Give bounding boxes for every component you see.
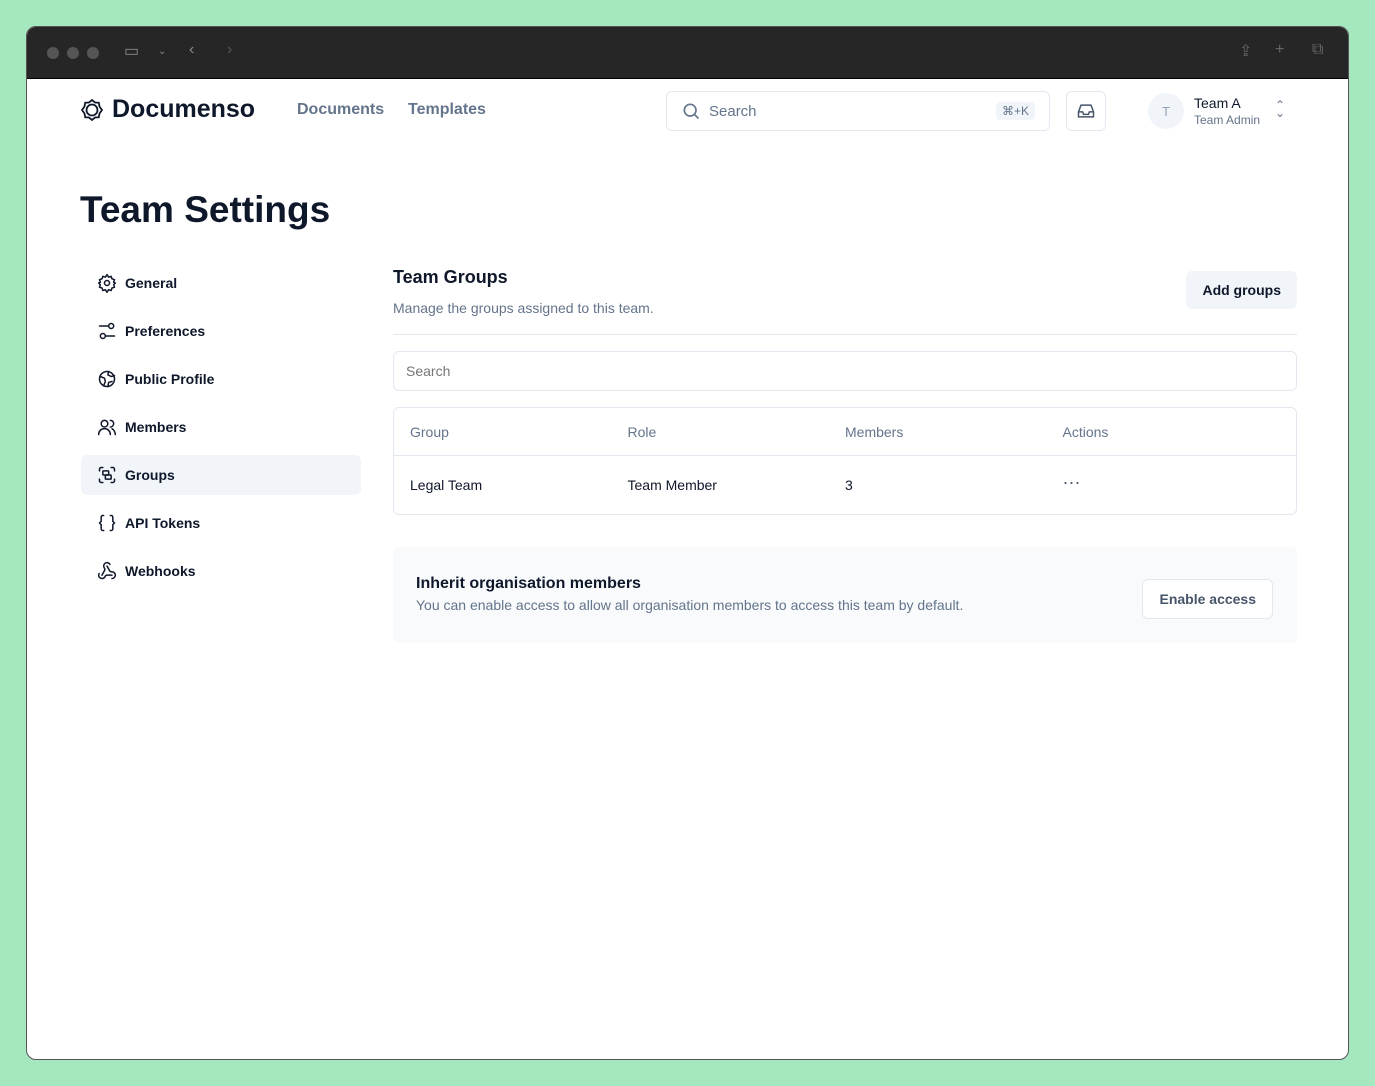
search-icon <box>683 103 700 120</box>
new-tab-icon[interactable]: + <box>1275 41 1285 58</box>
group-role: Team Member <box>627 477 717 493</box>
groups-table: Group Role Members Actions Legal Team Te… <box>393 407 1297 515</box>
sidebar-item-label: Groups <box>125 467 175 483</box>
inherit-title: Inherit organisation members <box>416 575 641 592</box>
sidebar-item-label: General <box>125 275 178 291</box>
column-actions: Actions <box>1062 423 1109 440</box>
minimize-window-button[interactable] <box>67 47 79 59</box>
group-name: Legal Team <box>410 477 483 493</box>
nav-documents[interactable]: Documents <box>297 101 385 118</box>
section-description: Manage the groups assigned to this team. <box>393 300 654 316</box>
sidebar-item-label: Preferences <box>125 323 206 339</box>
group-icon <box>98 466 116 484</box>
webhook-icon <box>97 561 116 580</box>
maximize-window-button[interactable] <box>87 47 99 59</box>
sliders-icon <box>98 322 116 340</box>
page-title: Team Settings <box>80 189 331 230</box>
back-icon[interactable]: ‹ <box>189 41 195 58</box>
globe-icon <box>98 370 116 388</box>
search-label: Search <box>709 102 757 120</box>
column-members: Members <box>845 423 904 440</box>
inbox-button[interactable] <box>1066 91 1106 131</box>
users-icon <box>97 419 117 436</box>
logo-icon <box>80 98 104 121</box>
table-header: Group Role Members Actions <box>394 408 1296 456</box>
inbox-icon <box>1077 104 1095 118</box>
app-header: Documenso Documents Templates Search ⌘+K… <box>27 79 1348 143</box>
team-name: Team A <box>1194 95 1241 111</box>
inherit-description: You can enable access to allow all organ… <box>416 597 964 613</box>
sidebar-item-preferences[interactable]: Preferences <box>81 311 361 351</box>
gear-icon <box>97 273 117 293</box>
chevron-down-icon[interactable]: ⌄ <box>158 46 167 57</box>
browser-titlebar: ▭ ⌄ ‹ › ⇪ + ⧉ <box>27 27 1348 79</box>
enable-access-button[interactable]: Enable access <box>1142 579 1273 619</box>
sidebar-item-general[interactable]: General <box>81 263 361 303</box>
sidebar-item-public-profile[interactable]: Public Profile <box>81 359 361 399</box>
sidebar-item-groups[interactable]: Groups <box>81 455 361 495</box>
sidebar-item-label: API Tokens <box>125 515 201 531</box>
settings-sidebar: General Preferences Public Profile Members G… <box>81 263 361 599</box>
team-role: Team Admin <box>1194 113 1261 127</box>
browser-window: ▭ ⌄ ‹ › ⇪ + ⧉ Documenso Documents Templa… <box>26 26 1349 1060</box>
brand-name: Documenso <box>112 95 256 123</box>
column-role: Role <box>627 423 657 440</box>
share-icon[interactable]: ⇪ <box>1239 43 1253 60</box>
add-groups-button[interactable]: Add groups <box>1186 271 1297 309</box>
nav-templates[interactable]: Templates <box>408 101 486 118</box>
close-window-button[interactable] <box>47 47 59 59</box>
sidebar-item-label: Webhooks <box>125 563 196 579</box>
group-members: 3 <box>845 477 853 493</box>
sidebar-item-label: Members <box>125 419 187 435</box>
chevrons-up-down-icon[interactable]: ⌃ ⌄ <box>1275 98 1286 120</box>
team-switcher[interactable]: Team A Team Admin <box>1194 95 1260 127</box>
sidebar-item-label: Public Profile <box>125 371 215 387</box>
table-row: Legal Team Team Member 3 ··· <box>394 456 1296 514</box>
section-title: Team Groups <box>393 267 508 287</box>
command-search-button[interactable]: Search ⌘+K <box>666 91 1050 131</box>
brand-logo[interactable]: Documenso <box>80 95 255 124</box>
sidebar-icon[interactable]: ▭ <box>124 43 140 60</box>
sidebar-item-webhooks[interactable]: Webhooks <box>81 551 361 591</box>
shortcut-badge: ⌘+K <box>995 102 1035 120</box>
more-actions-icon[interactable]: ··· <box>1062 471 1081 492</box>
avatar[interactable]: T <box>1148 93 1184 129</box>
braces-icon <box>98 514 116 532</box>
sidebar-item-members[interactable]: Members <box>81 407 361 447</box>
groups-section: Team Groups Manage the groups assigned t… <box>393 263 1297 643</box>
groups-search-input[interactable] <box>393 351 1297 391</box>
column-group: Group <box>410 423 449 440</box>
inherit-members-card: Inherit organisation members You can ena… <box>393 547 1297 643</box>
forward-icon[interactable]: › <box>227 41 233 58</box>
tabs-icon[interactable]: ⧉ <box>1312 41 1324 58</box>
divider <box>393 334 1297 335</box>
sidebar-item-api-tokens[interactable]: API Tokens <box>81 503 361 543</box>
